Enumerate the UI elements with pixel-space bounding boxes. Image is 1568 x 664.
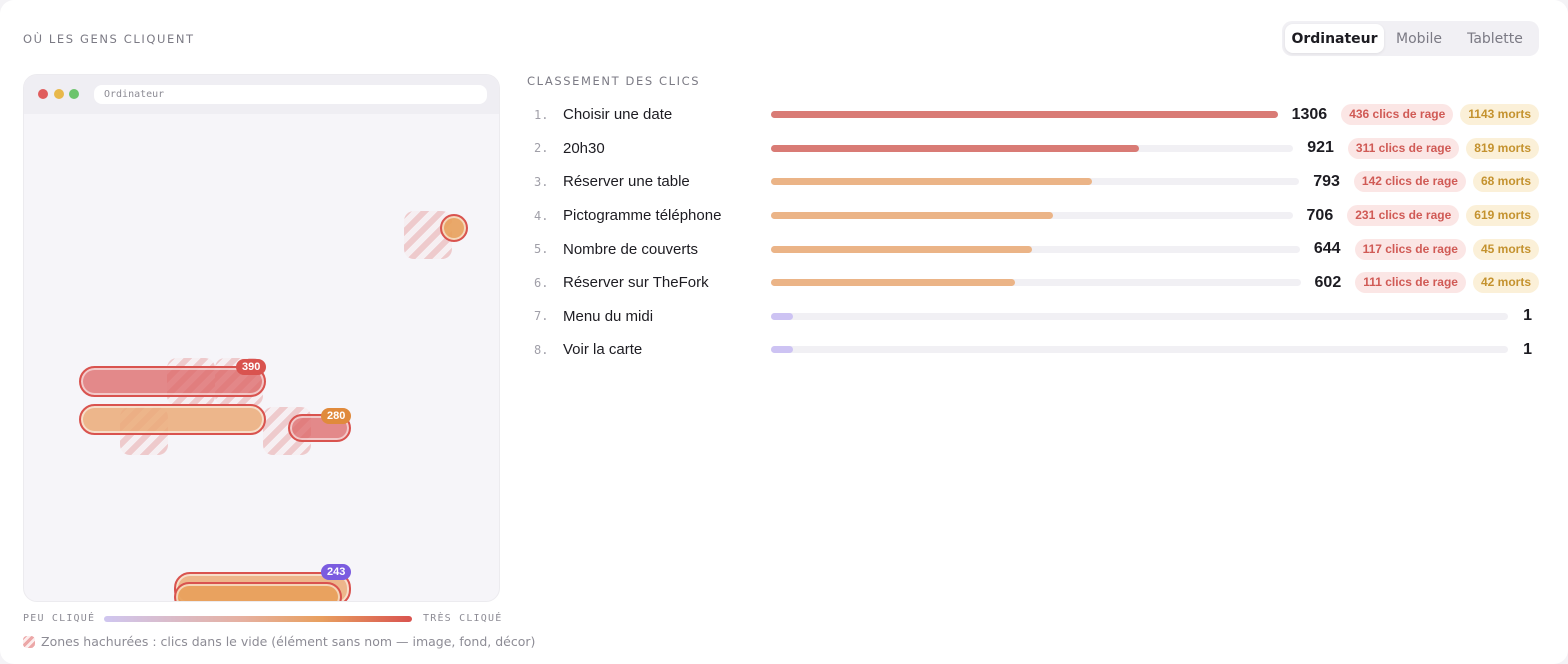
rage-clicks-badge: 111 clics de rage (1355, 272, 1466, 294)
rank-number: 4. (534, 208, 549, 223)
rage-clicks-badge: 142 clics de rage (1353, 171, 1466, 193)
ranking-row[interactable]: 4. Pictogramme téléphone 706 231 clics de r… (527, 199, 1539, 233)
ranking-row[interactable]: 6. Réserver sur TheFork 602 111 clics de ra… (527, 266, 1539, 300)
url-bar: Ordinateur (94, 85, 487, 104)
tab-tablette[interactable]: Tablette (1467, 30, 1523, 47)
element-label: Pictogramme téléphone (563, 207, 722, 225)
legend-low-label: PEU CLIQUÉ (23, 613, 96, 624)
click-count: 793 (1313, 172, 1340, 190)
dead-clicks-badge: 1143 morts (1460, 104, 1539, 126)
ranking-row[interactable]: 8. Voir la carte 1 (527, 333, 1539, 367)
rank-number: 6. (534, 275, 549, 290)
legend-gradient (104, 616, 412, 622)
click-bar-fill (771, 245, 1032, 253)
hatch-legend: Zones hachurées : clics dans le vide (él… (23, 634, 535, 649)
ranking-row[interactable]: 1. Choisir une date 1306 436 clics de rage 1… (527, 98, 1539, 132)
click-bar-fill (771, 212, 1053, 220)
ranking-row[interactable]: 7. Menu du midi 1 (527, 300, 1539, 334)
rank-number: 2. (534, 141, 549, 156)
click-count: 644 (1313, 240, 1341, 258)
ranking-row[interactable]: 5. Nombre de couverts 644 117 clics de rage… (527, 232, 1539, 266)
element-label: Menu du midi (563, 307, 654, 325)
ranking-list: 1. Choisir une date 1306 436 clics de rage 1… (527, 98, 1539, 367)
click-bar-track (771, 144, 1294, 152)
rank-number: 3. (534, 174, 549, 189)
window-close-dot (38, 89, 48, 99)
rank-number: 5. (534, 242, 549, 257)
heat-zone-choisir-date[interactable] (79, 366, 266, 397)
ranking-row[interactable]: 2. 20h30 921 311 clics de rage 819 morts (527, 132, 1539, 166)
click-count-badge: 280 (321, 408, 352, 424)
window-minimize-dot (54, 89, 64, 99)
click-count-badge: 243 (321, 564, 352, 580)
rage-clicks-badge: 117 clics de rage (1354, 238, 1466, 260)
heat-zone-reserver-table[interactable] (79, 404, 266, 435)
dead-clicks-badge: 45 morts (1472, 238, 1539, 260)
click-bar-track (771, 346, 1508, 354)
hatch-legend-text: Zones hachurées : clics dans le vide (él… (41, 634, 536, 649)
tab-mobile[interactable]: Mobile (1396, 30, 1442, 47)
element-label: 20h30 (563, 139, 605, 157)
rage-clicks-badge: 311 clics de rage (1347, 137, 1460, 159)
device-tabs: Ordinateur Mobile Tablette (1282, 21, 1539, 56)
click-count: 1306 (1291, 105, 1328, 123)
click-bar-fill (771, 346, 794, 354)
click-bar-track (771, 245, 1300, 253)
dead-clicks-badge: 619 morts (1466, 205, 1539, 227)
click-bar-fill (771, 178, 1092, 186)
browser-bar: Ordinateur (24, 75, 499, 114)
ranking-title: CLASSEMENT DES CLICS (527, 74, 701, 88)
browser-preview: Ordinateur 390 280 243 (23, 74, 500, 602)
click-count: 602 (1314, 273, 1342, 291)
heatmap-viewport: 390 280 243 (24, 114, 499, 601)
click-count-badge: 390 (236, 359, 267, 375)
click-bar-fill (771, 111, 1278, 119)
dead-clicks-badge: 68 morts (1472, 171, 1539, 193)
rank-number: 1. (534, 107, 549, 122)
click-bar-track (771, 111, 1278, 119)
click-bar-track (771, 212, 1293, 220)
heat-zone-nombre-couverts[interactable] (174, 582, 342, 601)
rank-number: 7. (534, 309, 549, 324)
element-label: Voir la carte (563, 341, 643, 359)
hatch-swatch-icon (23, 635, 35, 648)
heat-zone-phone-icon[interactable] (440, 214, 468, 242)
click-bar-track (771, 279, 1301, 287)
click-count: 921 (1307, 139, 1334, 157)
click-bar-fill (771, 144, 1140, 152)
element-label: Choisir une date (563, 106, 673, 124)
window-maximize-dot (69, 89, 79, 99)
element-label: Nombre de couverts (563, 240, 699, 258)
element-label: Réserver une table (563, 173, 690, 191)
click-bar-fill (771, 312, 794, 320)
click-bar-track (771, 178, 1300, 186)
element-label: Réserver sur TheFork (563, 274, 709, 292)
section-title: OÙ LES GENS CLIQUENT (23, 32, 195, 46)
click-count: 706 (1306, 206, 1334, 224)
rage-clicks-badge: 436 clics de rage (1341, 104, 1454, 126)
rage-clicks-badge: 231 clics de rage (1347, 205, 1460, 227)
click-count: 1 (1523, 340, 1532, 358)
legend-high-label: TRÈS CLIQUÉ (423, 613, 503, 624)
ranking-row[interactable]: 3. Réserver une table 793 142 clics de rage… (527, 165, 1539, 199)
dead-clicks-badge: 42 morts (1472, 272, 1539, 294)
tab-ordinateur[interactable]: Ordinateur (1285, 24, 1384, 53)
dead-clicks-badge: 819 morts (1466, 137, 1539, 159)
click-count: 1 (1523, 307, 1532, 325)
click-bar-track (771, 312, 1508, 320)
click-bar-fill (771, 279, 1016, 287)
rank-number: 8. (534, 342, 549, 357)
